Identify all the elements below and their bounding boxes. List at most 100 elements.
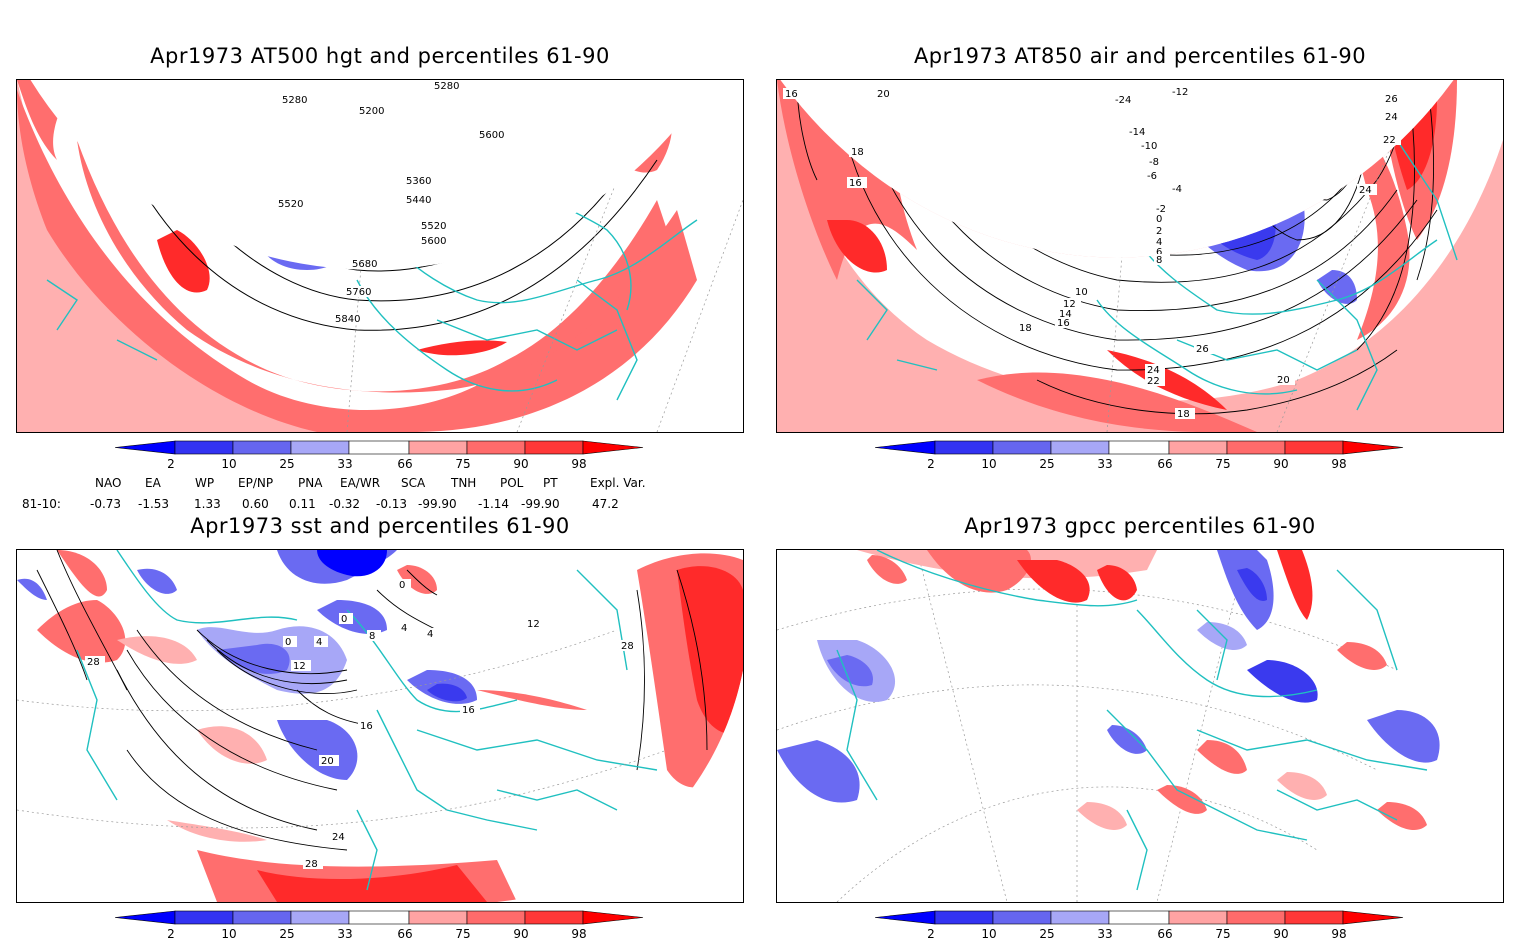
index-header: PT <box>543 476 558 490</box>
index-header: EA <box>145 476 161 490</box>
colorbar-svg: 2 10 25 33 66 75 90 98 <box>114 910 644 941</box>
contour-label: 4 <box>1156 237 1162 248</box>
contour-label: 0 <box>285 637 291 648</box>
contour-label: 22 <box>1383 135 1396 146</box>
contour-label: 5600 <box>479 130 504 141</box>
colorbar-segment <box>1108 910 1170 925</box>
contour-label: 16 <box>785 89 798 100</box>
contour-label: 16 <box>849 178 862 189</box>
index-value: 0.60 <box>242 497 269 511</box>
contour-label: -8 <box>1149 157 1159 168</box>
contour-label: 5520 <box>278 199 303 210</box>
colorbar-segment <box>466 440 526 455</box>
contour-label: 26 <box>1196 344 1209 355</box>
contour-label: -4 <box>1172 184 1182 195</box>
index-header: NAO <box>95 476 122 490</box>
contour-label: 5280 <box>282 95 307 106</box>
contour-label: -14 <box>1129 127 1145 138</box>
colorbar-tick-label: 10 <box>221 927 236 941</box>
contour-label: 28 <box>305 859 318 870</box>
contour-label: 4 <box>401 623 407 634</box>
colorbar-segment <box>174 440 234 455</box>
contour-label: 8 <box>1156 255 1162 266</box>
map-panel-sst: 28 0 4 8 12 0 4 0 4 16 16 20 24 28 12 28 <box>16 549 744 903</box>
index-header: SCA <box>401 476 426 490</box>
colorbar-tick-label: 66 <box>1157 457 1172 471</box>
contour-label: -2 <box>1156 204 1166 215</box>
index-value: 0.11 <box>289 497 316 511</box>
contour-label: 5280 <box>434 81 459 92</box>
colorbar-svg: 2 10 25 33 66 75 90 98 <box>874 910 1404 941</box>
colorbar-segment <box>524 440 584 455</box>
colorbar-tick-label: 90 <box>1273 927 1288 941</box>
colorbar-tick-label: 33 <box>337 457 352 471</box>
colorbar-tick-label: 2 <box>167 927 175 941</box>
contour-label: -24 <box>1115 95 1131 106</box>
index-value: -1.14 <box>478 497 510 511</box>
colorbar-tick-label: 10 <box>981 457 996 471</box>
colorbar-tick-label: 33 <box>1097 927 1112 941</box>
contour-label: 16 <box>360 721 373 732</box>
colorbar-tick-label: 90 <box>513 457 528 471</box>
contour-label: 0 <box>341 614 347 625</box>
index-value: 47.2 <box>592 497 619 511</box>
colorbar-segment <box>232 440 292 455</box>
index-value: -0.73 <box>90 497 122 511</box>
colorbar-segment <box>1342 910 1404 925</box>
index-value: -99.90 <box>418 497 457 511</box>
index-header: Expl. Var. <box>590 476 646 490</box>
colorbar-tick-label: 25 <box>279 927 294 941</box>
colorbar-segment <box>1284 910 1344 925</box>
contour-label: 8 <box>369 631 375 642</box>
colorbar-segment <box>1168 440 1228 455</box>
contour-label: 5680 <box>352 259 377 270</box>
map-panel-hgt: 5280 5280 5200 5600 5360 5440 5520 5520 … <box>16 79 744 433</box>
colorbar-svg: 2 10 25 33 66 75 90 98 <box>874 440 1404 471</box>
contour-label: 22 <box>1147 376 1160 387</box>
colorbar-segment <box>1284 440 1344 455</box>
contour-label: -6 <box>1147 171 1157 182</box>
colorbar-tick-label: 2 <box>927 457 935 471</box>
contour-label: 5840 <box>335 314 360 325</box>
contour-label: 5520 <box>421 221 446 232</box>
colorbar-segment <box>874 910 936 925</box>
colorbar-segment <box>114 440 176 455</box>
contour-label: 20 <box>877 89 890 100</box>
colorbar-tick-label: 66 <box>1157 927 1172 941</box>
colorbar-tick-label: 25 <box>279 457 294 471</box>
contour-label: 12 <box>1063 299 1076 310</box>
contour-label: 4 <box>316 637 322 648</box>
colorbar-air: 2 10 25 33 66 75 90 98 <box>874 440 1405 476</box>
colorbar-tick-label: 25 <box>1039 927 1054 941</box>
panel-title-air: Apr1973 AT850 air and percentiles 61-90 <box>913 44 1367 68</box>
map-gpcc <box>777 550 1440 902</box>
colorbar-tick-label: 75 <box>455 927 470 941</box>
colorbar-segment <box>290 440 350 455</box>
index-header: EP/NP <box>238 476 274 490</box>
map-sst: 28 0 4 8 12 0 4 0 4 16 16 20 24 28 12 28 <box>17 550 743 902</box>
contour-label: 2 <box>1156 226 1162 237</box>
colorbar-tick-label: 2 <box>167 457 175 471</box>
colorbar-segment <box>1226 910 1286 925</box>
colorbar-segment <box>408 910 468 925</box>
contour-label: 24 <box>1147 365 1160 376</box>
colorbar-segment <box>1108 440 1170 455</box>
panel-title-hgt: Apr1973 AT500 hgt and percentiles 61-90 <box>150 44 610 68</box>
indices-value-row: 81-10: -0.73 -1.53 1.33 0.60 0.11 -0.32 … <box>0 497 700 513</box>
contour-label: 24 <box>1385 112 1398 123</box>
contour-label: 20 <box>1277 375 1290 386</box>
colorbar-segment <box>1342 440 1404 455</box>
colorbar-tick-label: 66 <box>397 457 412 471</box>
colorbar-tick-label: 10 <box>221 457 236 471</box>
panel-title-sst: Apr1973 sst and percentiles 61-90 <box>190 514 570 538</box>
colorbar-segment <box>874 440 936 455</box>
contour-label: 24 <box>332 832 345 843</box>
contour-label: 5600 <box>421 236 446 247</box>
colorbar-segment <box>232 910 292 925</box>
contour-label: 4 <box>427 629 433 640</box>
contour-label: 16 <box>462 705 475 716</box>
index-value: -0.32 <box>329 497 361 511</box>
contour-labels-air: -12 -24 -14 -10 -8 -6 -4 -2 0 2 4 6 8 10… <box>783 86 1403 420</box>
colorbar-tick-label: 98 <box>571 457 586 471</box>
contour-label: 28 <box>87 657 100 668</box>
